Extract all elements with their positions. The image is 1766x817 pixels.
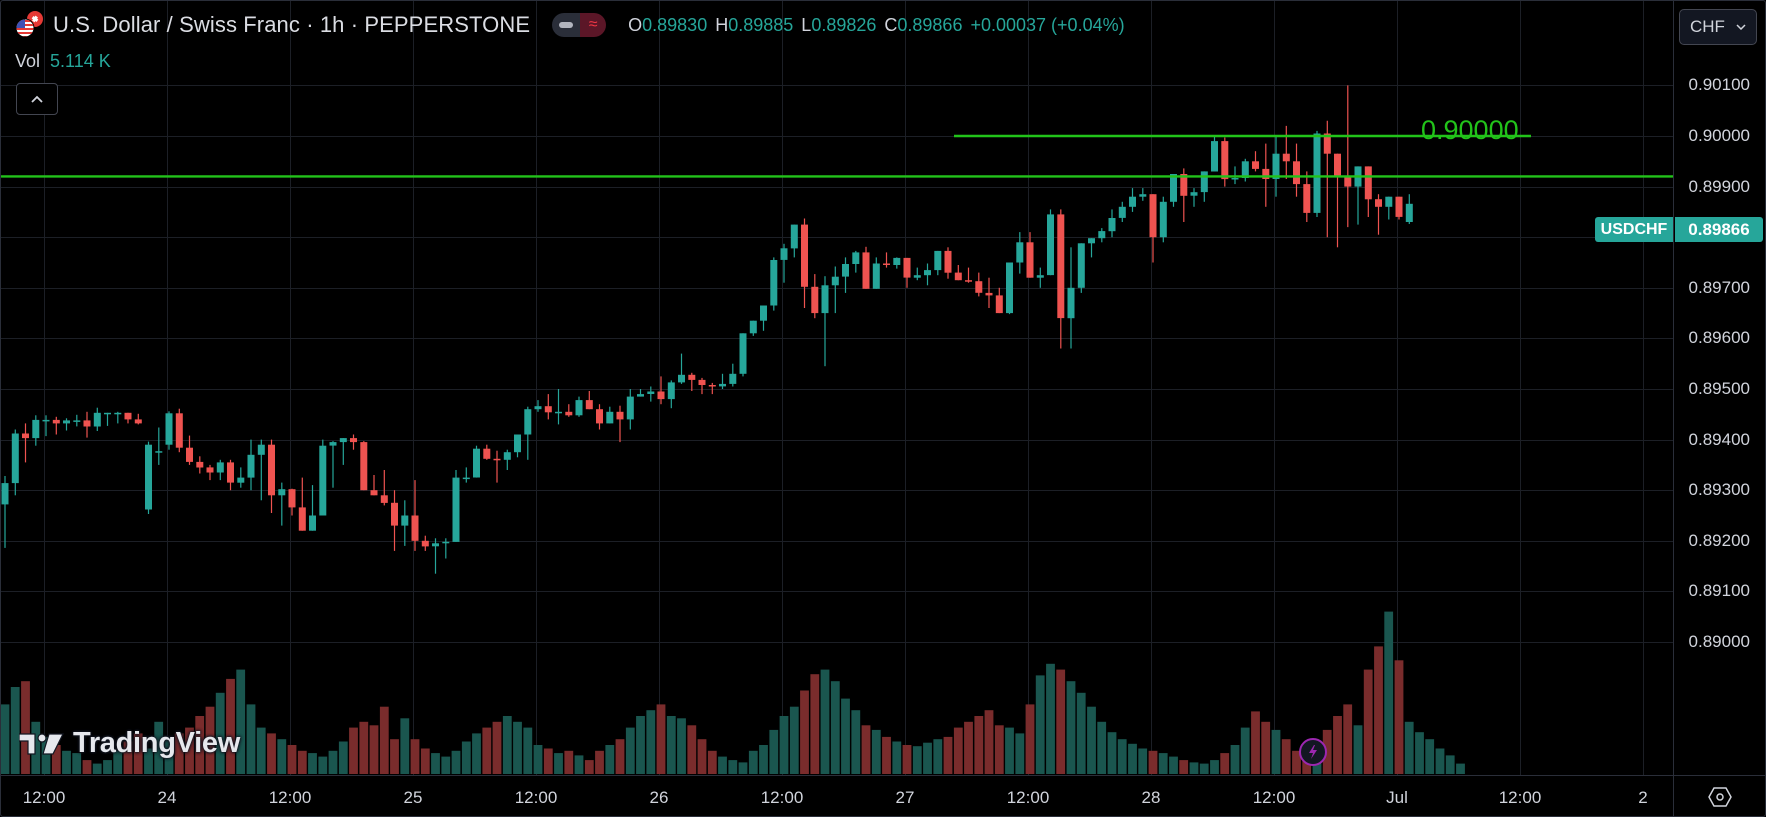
open-label: O (628, 14, 643, 35)
low-value: 0.89826 (811, 14, 877, 35)
time-tick-label: 12:00 (1498, 788, 1542, 807)
time-tick-label: 12:00 (22, 788, 66, 807)
price-tick-label: 0.89500 (1688, 379, 1750, 398)
tradingview-logo-icon (19, 732, 64, 755)
price-tick-label: 0.89200 (1688, 530, 1750, 550)
time-tick-label: 25 (403, 788, 423, 807)
time-tick-label: 2 (1638, 788, 1648, 807)
price-tick-label: 0.89600 (1688, 328, 1750, 348)
price-tick-label: 0.90100 (1688, 75, 1750, 95)
volume-label: Vol (15, 51, 41, 71)
chart-settings-button[interactable] (1673, 775, 1765, 816)
chart-legend: U.S. Dollar / Swiss Franc · 1h · PEPPERS… (13, 11, 1125, 39)
time-tick-label: Jul (1386, 788, 1408, 807)
settings-hexagon-icon (1708, 786, 1732, 807)
volume-bars (1, 611, 1465, 774)
time-tick-label: 26 (649, 788, 669, 807)
lightning-icon[interactable] (1299, 738, 1327, 766)
time-axis[interactable]: 12:00 24 12:00 25 12:00 26 12:00 27 12:00 28 12:00… (1, 775, 1673, 816)
close-value: 0.89866 (897, 14, 963, 35)
time-tick-label: 12:00 (268, 788, 312, 807)
visibility-toggle-icon[interactable] (552, 13, 581, 37)
open-value: 0.89830 (642, 14, 708, 35)
price-tick-label: 0.90000 (1688, 126, 1750, 145)
price-tick-label: 0.89000 (1688, 632, 1750, 651)
usd-chf-flags-icon[interactable] (13, 10, 47, 40)
time-tick-label: 12:00 (514, 788, 558, 807)
horizontal-ray-label[interactable]: 0.90000 (1421, 115, 1519, 145)
tradingview-logo-text: TradingView (73, 727, 240, 759)
low-label: L (801, 14, 812, 35)
indicator-toggle[interactable]: ≈ (552, 13, 607, 37)
chevron-down-icon (1736, 24, 1746, 30)
price-tick-label: 0.89400 (1688, 429, 1750, 449)
symbol-title[interactable]: U.S. Dollar / Swiss Franc · 1h · PEPPERS… (53, 12, 531, 37)
collapse-legend-button[interactable] (16, 83, 58, 115)
candlestick-chart[interactable] (1, 1, 1673, 775)
time-tick-label: 28 (1141, 788, 1161, 807)
time-tick-label: 12:00 (760, 788, 804, 807)
price-axis[interactable]: CHF 0.901000.900000.899000.898000.897000… (1673, 1, 1765, 775)
chart-pane[interactable]: U.S. Dollar / Swiss Franc · 1h · PEPPERS… (1, 1, 1673, 775)
last-price-tag: 0.89866 (1675, 217, 1763, 242)
candles (1, 85, 1413, 574)
symbol-price-tag: USDCHF (1595, 217, 1673, 242)
volume-value: 5.114 K (50, 51, 111, 71)
high-label: H (715, 14, 729, 35)
price-tick-label: 0.89300 (1688, 480, 1750, 500)
change-value: +0.00037 (+0.04%) (970, 14, 1125, 35)
time-tick-label: 27 (895, 788, 915, 807)
currency-select[interactable]: CHF (1679, 9, 1757, 45)
chevron-up-icon (31, 95, 43, 103)
time-tick-label: 24 (157, 788, 177, 807)
price-tick-label: 0.89900 (1688, 176, 1750, 196)
price-tick-label: 0.89700 (1688, 277, 1750, 297)
volume-legend[interactable]: Vol 5.114 K (15, 51, 111, 72)
time-tick-label: 12:00 (1006, 788, 1050, 807)
market-status-icon[interactable]: ≈ (580, 13, 607, 37)
close-label: C (884, 14, 898, 35)
time-tick-label: 12:00 (1252, 788, 1296, 807)
tradingview-logo[interactable]: TradingView (19, 727, 240, 760)
ohlc-values: O0.89830 H0.89885 L0.89826 C0.89866 +0.0… (628, 15, 1124, 36)
price-tick-label: 0.89100 (1688, 581, 1750, 601)
high-value: 0.89885 (728, 14, 794, 35)
currency-value: CHF (1690, 17, 1725, 36)
